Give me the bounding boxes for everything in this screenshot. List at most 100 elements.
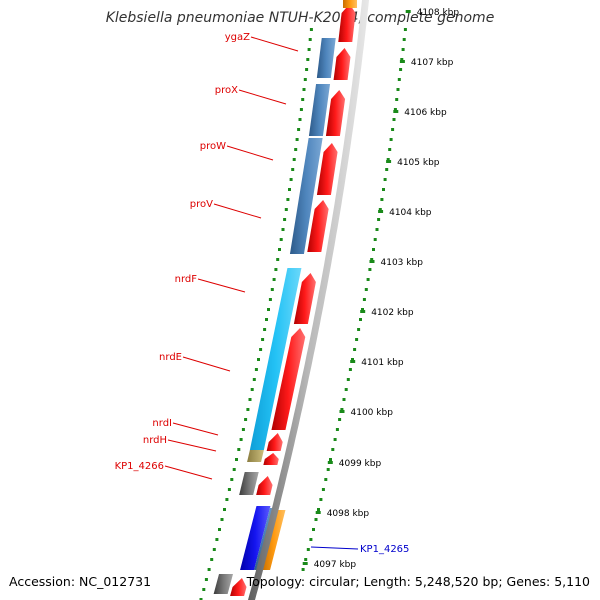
ring-dot: [346, 378, 350, 381]
ring-dot: [220, 518, 224, 521]
ring-dot: [386, 158, 390, 161]
gene-label-leader: [172, 422, 219, 436]
outer-dotted-ring: [301, 28, 407, 571]
ring-dot: [362, 298, 366, 301]
ring-dot: [291, 168, 295, 171]
ring-dot: [207, 568, 211, 571]
cds-reverse-box: [308, 84, 331, 136]
cds-forward-arrow: [325, 90, 346, 136]
kbp-tick-mark: [405, 10, 411, 13]
tick-labels: 4108 kbp 4107 kbp 4106 kbp 4105 kbp 4104 kbp…: [302, 8, 459, 570]
gene-label: ygaZ: [225, 32, 250, 43]
ring-dot: [312, 528, 315, 531]
ring-dot: [359, 318, 362, 321]
ring-dot: [225, 498, 229, 501]
ring-dot: [319, 498, 323, 501]
inner-dotted-ring: [199, 28, 313, 600]
kbp-tick-mark: [350, 360, 356, 363]
kbp-tick-mark: [315, 511, 321, 514]
ring-dot: [370, 258, 374, 261]
ring-dot: [288, 188, 291, 191]
ring-dot: [268, 298, 272, 301]
ring-dot: [396, 88, 400, 91]
ring-dot: [383, 178, 387, 181]
ring-dot: [259, 348, 263, 351]
cds-reverse-box: [213, 574, 234, 594]
cds-reverse-box: [247, 450, 264, 462]
ring-dot: [298, 118, 302, 121]
ring-dot: [397, 78, 401, 81]
kbp-tick-label: 4102 kbp: [371, 308, 414, 318]
ring-dot: [331, 448, 335, 451]
ring-dot: [403, 28, 407, 31]
ring-dot: [244, 418, 248, 421]
ring-dot: [324, 478, 328, 481]
ring-dot: [299, 108, 303, 111]
gene-features: [213, 0, 357, 596]
gene-label: nrdE: [159, 352, 182, 363]
ring-dot: [377, 218, 381, 221]
gene-label: nrdI: [152, 418, 172, 429]
gene-label: KP1_4265: [360, 544, 409, 555]
ring-dot: [391, 128, 395, 131]
ring-dot: [344, 388, 348, 391]
ring-dot: [402, 38, 406, 41]
ring-dot: [308, 38, 312, 41]
accession-text: Accession: NC_012731: [9, 574, 151, 589]
ring-dot: [395, 98, 399, 101]
ring-dot: [246, 408, 250, 411]
ring-dot: [305, 68, 309, 71]
cds-orange-box: [343, 0, 357, 8]
kbp-tick-label: 4098 kbp: [327, 509, 370, 519]
map-title: Klebsiella pneumoniae NTUH-K2044, comple…: [106, 10, 495, 26]
gene-label-leader: [310, 546, 359, 550]
kbp-tick-mark: [393, 110, 399, 113]
cds-reverse-box: [289, 138, 323, 254]
ring-dot: [368, 268, 372, 271]
ring-dot: [355, 338, 359, 341]
ring-dot: [210, 558, 214, 561]
ring-dot: [357, 328, 361, 331]
ring-dot: [204, 578, 208, 581]
ring-dot: [378, 208, 382, 211]
genome-backbone: [248, 0, 369, 600]
kbp-tick-mark: [378, 210, 384, 213]
ring-dot: [329, 458, 332, 461]
ring-dot: [401, 48, 405, 51]
cds-forward-arrow: [266, 433, 283, 451]
ring-dot: [307, 48, 311, 51]
gene-label-leader: [167, 439, 217, 452]
ring-dot: [392, 118, 396, 121]
cds-reverse-box: [316, 38, 336, 78]
ring-dot: [292, 158, 296, 161]
ring-dot: [232, 468, 236, 471]
gene-label: nrdH: [143, 435, 167, 446]
cds-forward-arrow: [333, 48, 351, 80]
gene-label-leader: [226, 145, 274, 161]
kbp-tick-label: 4101 kbp: [361, 358, 404, 368]
gene-labels: ygaZ proX proW proV nrdF nrdE nrdI nrdH KP1_4266…: [115, 32, 410, 555]
kbp-tick-label: 4107 kbp: [411, 58, 454, 68]
ring-dot: [272, 278, 276, 281]
cds-forward-arrow: [230, 578, 247, 596]
cds-outer-box: [262, 510, 286, 570]
ring-dot: [223, 508, 226, 511]
gene-label-leader: [182, 356, 231, 372]
ring-dot: [279, 238, 283, 241]
ring-dot: [248, 398, 252, 401]
ring-dot: [250, 388, 254, 391]
cds-forward-arrow: [271, 328, 306, 430]
cds-forward-arrow: [263, 453, 279, 465]
ring-dot: [218, 528, 221, 531]
ring-dot: [382, 188, 385, 191]
kbp-tick-label: 4105 kbp: [397, 158, 440, 168]
ring-dot: [361, 308, 364, 311]
ring-dot: [372, 248, 375, 251]
cds-forward-arrow: [338, 4, 356, 42]
gene-label-leader: [164, 465, 213, 480]
cds-outer-box: [240, 506, 271, 570]
ring-dot: [199, 598, 203, 600]
ring-dot: [314, 518, 318, 521]
ring-dot: [375, 228, 379, 231]
kbp-tick-mark: [302, 562, 308, 565]
